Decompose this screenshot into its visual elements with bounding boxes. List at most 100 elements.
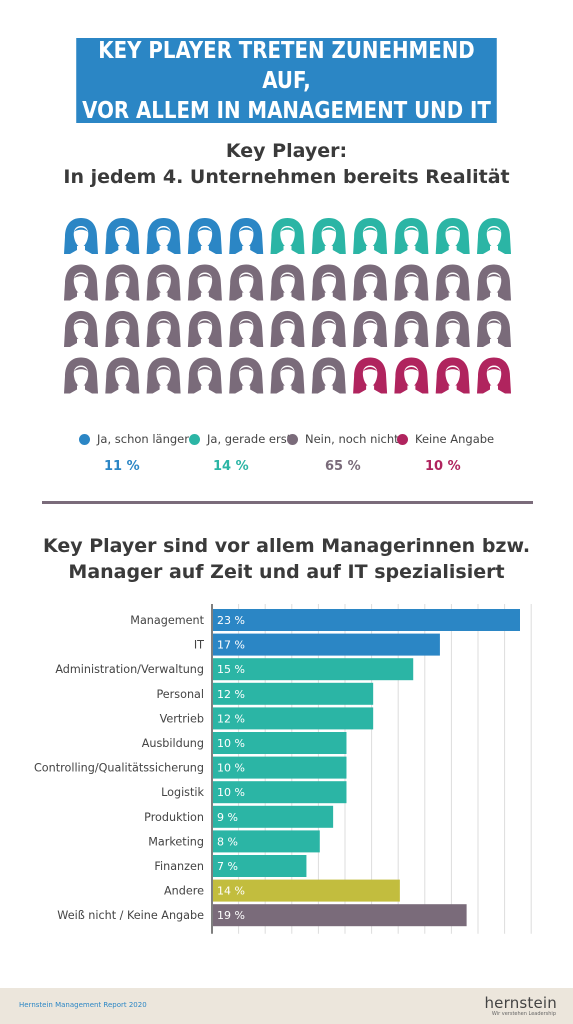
category-label: Administration/Verwaltung — [55, 663, 204, 676]
bar-value-label: 23 % — [217, 614, 245, 627]
brand-tagline: Wir verstehen Leadership — [491, 1011, 556, 1017]
bar-value-label: 7 % — [217, 860, 238, 873]
person-icon — [477, 264, 511, 301]
person-icon — [270, 357, 305, 394]
bar — [213, 732, 347, 754]
category-label: Produktion — [144, 811, 204, 824]
bar — [213, 805, 334, 828]
person-icon — [64, 311, 98, 347]
person-icon — [435, 357, 470, 394]
footer: Hernstein Management Report 2020 hernste… — [0, 988, 573, 1024]
bar — [213, 855, 307, 877]
person-icon — [394, 218, 429, 254]
section2-title-line-2: Manager auf Zeit und auf IT spezialisier… — [68, 561, 505, 583]
bar-value-label: 8 % — [217, 835, 238, 848]
bar-value-label: 9 % — [217, 811, 238, 824]
bar — [213, 781, 347, 804]
category-label: Andere — [164, 885, 204, 898]
brand-logo: hernstein — [484, 994, 557, 1012]
legend-label-2: Ja, gerade erst — [207, 432, 292, 446]
bar — [213, 682, 374, 705]
person-icon — [146, 218, 181, 254]
legend-dot-3 — [287, 433, 298, 445]
person-icon — [353, 357, 388, 394]
bar — [213, 707, 374, 730]
person-icon — [187, 311, 222, 347]
section1-title: Key Player: In jedem 4. Unternehmen bere… — [0, 138, 573, 190]
category-label: Personal — [156, 688, 204, 701]
pct-label-1: 11 % — [104, 459, 140, 474]
person-icon — [146, 311, 181, 347]
bar-value-label: 12 % — [217, 712, 245, 725]
category-label: Controlling/Qualitätssicherung — [34, 762, 204, 775]
pictogram-chart — [64, 218, 511, 394]
person-icon — [477, 357, 511, 394]
title-line-1: KEY PLAYER TRETEN ZUNEHMEND AUF, — [98, 37, 475, 94]
bar-value-label: 10 % — [217, 786, 245, 799]
category-label: Ausbildung — [142, 737, 204, 750]
category-label: Management — [130, 614, 204, 627]
bar — [213, 830, 320, 853]
legend-label-1: Ja, schon länger — [97, 432, 189, 446]
person-icon — [353, 264, 388, 301]
person-icon — [394, 357, 429, 394]
bar-value-label: 17 % — [217, 639, 245, 652]
section2-title: Key Player sind vor allem Managerinnen b… — [0, 533, 573, 585]
person-icon — [311, 357, 346, 394]
person-icon — [435, 218, 470, 254]
pct-label-2: 14 % — [213, 459, 249, 474]
person-icon — [229, 311, 264, 347]
person-icon — [187, 357, 222, 394]
bar — [213, 609, 520, 631]
person-icon — [435, 264, 470, 301]
person-icon — [229, 357, 264, 394]
person-icon — [105, 357, 140, 394]
person-icon — [105, 218, 140, 254]
legend-dot-2 — [189, 433, 200, 445]
person-icon — [229, 264, 264, 301]
pct-label-4: 10 % — [425, 459, 461, 474]
person-icon — [105, 264, 140, 301]
bar — [213, 879, 400, 902]
person-icon — [311, 218, 346, 254]
legend-item-1: Ja, schon länger — [79, 432, 189, 446]
pct-label-3: 65 % — [325, 459, 361, 474]
bar-chart: 23 % Management 17 % IT 15 % Administration/V… — [34, 604, 532, 934]
person-icon — [229, 218, 264, 254]
legend-item-3: Nein, noch nicht — [287, 432, 399, 446]
section2-title-line-1: Key Player sind vor allem Managerinnen b… — [42, 535, 531, 557]
legend-label-3: Nein, noch nicht — [305, 432, 399, 446]
bar-value-label: 15 % — [217, 663, 245, 676]
person-icon — [270, 264, 305, 301]
bar-value-label: 19 % — [217, 909, 245, 922]
bar — [213, 904, 467, 927]
category-label: Vertrieb — [160, 712, 204, 725]
bar — [213, 658, 414, 681]
person-icon — [64, 264, 98, 301]
bar-value-label: 10 % — [217, 762, 245, 775]
person-icon — [353, 311, 388, 347]
category-label: IT — [194, 639, 204, 652]
person-icon — [477, 218, 511, 254]
title-line-2: VOR ALLEM IN MANAGEMENT UND IT — [82, 97, 491, 124]
person-icon — [187, 218, 222, 254]
legend-item-4: Keine Angabe — [397, 432, 494, 446]
bar-value-label: 10 % — [217, 737, 245, 750]
section-divider — [42, 501, 533, 504]
category-label: Logistik — [161, 786, 204, 799]
person-icon — [435, 311, 470, 347]
person-icon — [394, 311, 429, 347]
person-icon — [105, 311, 140, 347]
person-icon — [311, 311, 346, 347]
bar-value-label: 12 % — [217, 688, 245, 701]
person-icon — [146, 357, 181, 394]
legend-dot-4 — [397, 433, 408, 445]
person-icon — [187, 264, 222, 301]
legend-item-2: Ja, gerade erst — [189, 432, 291, 446]
legend-dot-1 — [79, 433, 90, 445]
person-icon — [477, 311, 511, 347]
person-icon — [270, 218, 305, 254]
category-label: Finanzen — [154, 860, 204, 873]
category-label: Marketing — [148, 835, 204, 848]
person-icon — [353, 218, 388, 254]
